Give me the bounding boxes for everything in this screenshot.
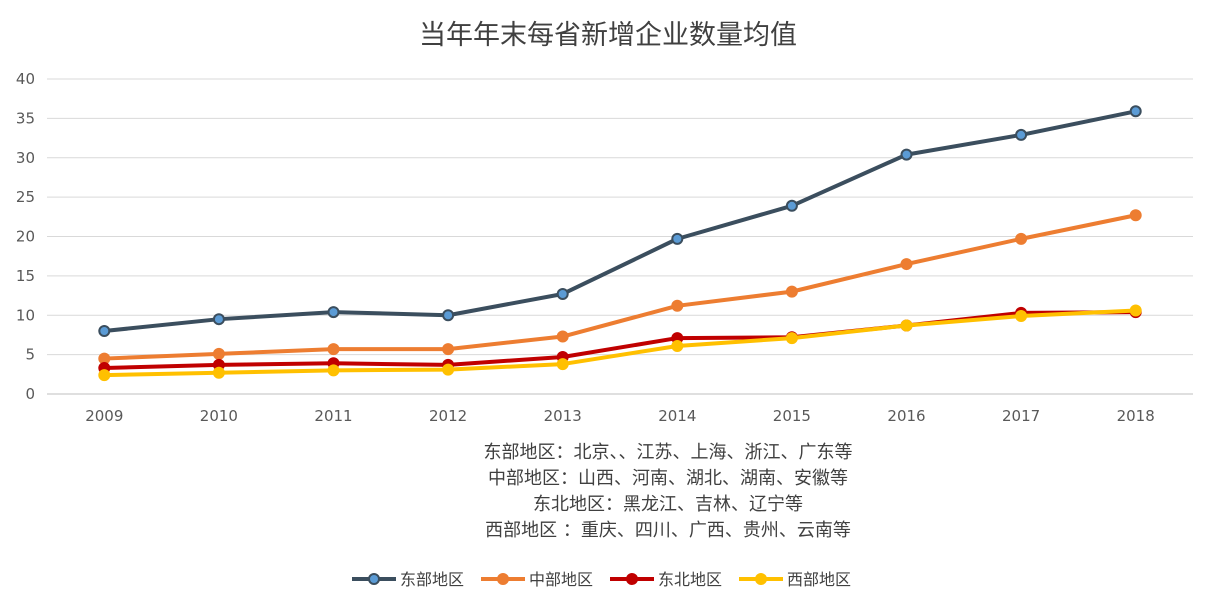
legend-swatch-marker bbox=[626, 573, 638, 585]
y-tick-label: 40 bbox=[16, 70, 35, 88]
legend-label: 西部地区 bbox=[787, 570, 851, 589]
x-tick-label: 2010 bbox=[200, 407, 238, 425]
note-east: 东部地区：北京、、江苏、上海、浙江、广东等 bbox=[484, 442, 853, 463]
series-line bbox=[102, 109, 1138, 333]
y-tick-label: 35 bbox=[16, 109, 35, 127]
x-tick-label: 2016 bbox=[887, 407, 925, 425]
x-tick-label: 2014 bbox=[658, 407, 696, 425]
y-tick-label: 25 bbox=[16, 188, 35, 206]
data-point bbox=[327, 364, 340, 377]
data-point bbox=[442, 309, 455, 322]
series-2 bbox=[98, 209, 1142, 365]
x-tick-label: 2017 bbox=[1002, 407, 1040, 425]
data-point bbox=[900, 258, 913, 271]
y-tick-label: 0 bbox=[25, 385, 35, 403]
region-notes: 东部地区：北京、、江苏、上海、浙江、广东等 中部地区：山西、河南、湖北、湖南、安… bbox=[484, 442, 853, 541]
chart-title: 当年年末每省新增企业数量均值 bbox=[419, 20, 797, 51]
data-point bbox=[1129, 209, 1142, 222]
data-point bbox=[1015, 310, 1028, 323]
data-point bbox=[212, 347, 225, 360]
note-west: 西部地区 ：重庆、四川、广西、贵州、云南等 bbox=[485, 520, 851, 541]
data-point bbox=[98, 369, 111, 382]
note-northeast: 东北地区：黑龙江、吉林、辽宁等 bbox=[533, 494, 803, 515]
y-tick-label: 10 bbox=[16, 306, 35, 324]
y-tick-label: 30 bbox=[16, 149, 35, 167]
legend-swatch-marker bbox=[497, 573, 509, 585]
data-point bbox=[1015, 232, 1028, 245]
data-point bbox=[785, 199, 798, 212]
legend-swatch-marker bbox=[368, 573, 380, 585]
x-tick-label: 2009 bbox=[85, 407, 123, 425]
data-point bbox=[1129, 105, 1142, 118]
data-point bbox=[671, 339, 684, 352]
x-tick-label: 2012 bbox=[429, 407, 467, 425]
legend: 东部地区 中部地区 东北地区 西部地区 bbox=[352, 570, 851, 589]
x-tick-label: 2011 bbox=[314, 407, 352, 425]
data-point bbox=[556, 287, 569, 300]
legend-item: 中部地区 bbox=[481, 570, 593, 589]
series-group bbox=[98, 105, 1142, 382]
data-point bbox=[900, 148, 913, 161]
data-point bbox=[671, 299, 684, 312]
data-point bbox=[900, 319, 913, 332]
data-point bbox=[1015, 128, 1028, 141]
data-point bbox=[327, 306, 340, 319]
x-axis-ticks: 2009 2010 2011 2012 2013 2014 2015 2016 2017 2018 bbox=[85, 407, 1155, 425]
note-central: 中部地区：山西、河南、湖北、湖南、安徽等 bbox=[488, 468, 848, 489]
legend-item: 东北地区 bbox=[610, 570, 722, 589]
legend-label: 东部地区 bbox=[400, 570, 464, 589]
legend-label: 东北地区 bbox=[658, 570, 722, 589]
data-point bbox=[671, 232, 684, 245]
series-4 bbox=[98, 304, 1142, 382]
y-tick-label: 20 bbox=[16, 228, 35, 246]
data-point bbox=[442, 363, 455, 376]
data-point bbox=[327, 343, 340, 356]
data-point bbox=[556, 330, 569, 343]
data-point bbox=[212, 366, 225, 379]
series-line bbox=[102, 213, 1138, 361]
data-point bbox=[98, 325, 111, 337]
x-tick-label: 2018 bbox=[1117, 407, 1155, 425]
series-line bbox=[102, 308, 1138, 378]
data-point bbox=[556, 358, 569, 371]
x-tick-label: 2013 bbox=[544, 407, 582, 425]
y-tick-label: 15 bbox=[16, 267, 35, 285]
x-tick-label: 2015 bbox=[773, 407, 811, 425]
y-axis-ticks: 0 5 10 15 20 25 30 35 40 bbox=[16, 70, 35, 403]
legend-swatch-marker bbox=[755, 573, 767, 585]
data-point bbox=[442, 343, 455, 356]
legend-label: 中部地区 bbox=[529, 570, 593, 589]
data-point bbox=[1129, 304, 1142, 317]
data-point bbox=[212, 313, 225, 326]
legend-item: 西部地区 bbox=[739, 570, 851, 589]
legend-item: 东部地区 bbox=[352, 570, 464, 589]
series-1 bbox=[98, 105, 1142, 337]
data-point bbox=[785, 332, 798, 345]
y-tick-label: 5 bbox=[25, 346, 35, 364]
data-point bbox=[785, 285, 798, 298]
